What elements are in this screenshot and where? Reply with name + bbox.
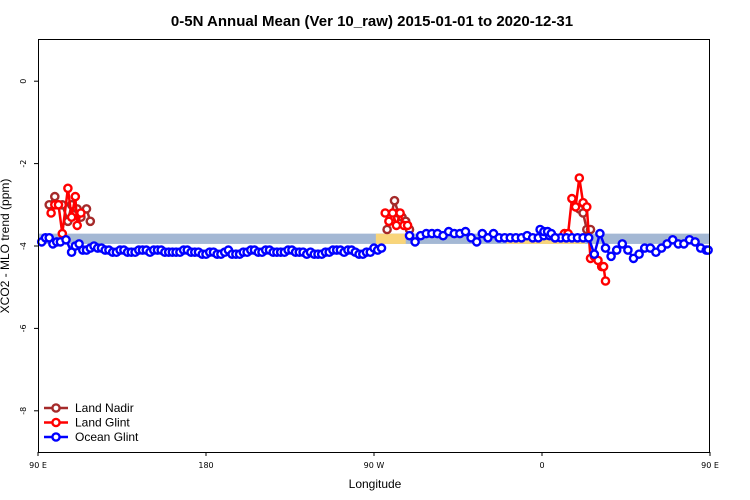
y-tick-label: 0 xyxy=(19,79,28,84)
point-land-glint xyxy=(70,191,81,202)
legend-entry-land-glint: Land Glint xyxy=(44,416,130,430)
series-ocean-glint xyxy=(36,224,713,264)
bands-layer xyxy=(38,233,710,244)
point-ocean-glint xyxy=(61,234,71,245)
point-ocean-glint xyxy=(623,245,633,255)
point-land-glint xyxy=(600,276,611,286)
point-land-nadir xyxy=(85,216,96,227)
point-land-glint xyxy=(63,183,73,194)
x-tick-label: 90 E xyxy=(29,461,47,470)
point-ocean-glint xyxy=(703,245,713,255)
legend-entry-ocean-glint: Ocean Glint xyxy=(44,430,139,444)
y-axis-title: XCO2 - MLO trend (ppm) xyxy=(0,179,12,314)
series-land-glint xyxy=(46,173,611,286)
series-land-nadir xyxy=(44,191,596,235)
legend-marker xyxy=(51,403,61,413)
point-ocean-glint xyxy=(404,230,415,241)
point-ocean-glint xyxy=(460,226,471,237)
point-ocean-glint xyxy=(376,243,387,253)
legend-label: Ocean Glint xyxy=(75,430,139,444)
x-axis-title: Longitude xyxy=(349,477,402,491)
y-tick-label: -4 xyxy=(19,242,28,250)
y-tick-label: -2 xyxy=(19,160,28,168)
x-axis: 90 E 180 90 W 0 90 E xyxy=(29,452,719,470)
point-land-nadir xyxy=(382,224,392,235)
point-land-glint xyxy=(570,202,581,212)
point-land-glint xyxy=(53,199,64,210)
x-tick-label: 90 W xyxy=(364,461,385,470)
point-land-glint xyxy=(582,202,592,212)
point-land-glint xyxy=(380,208,391,218)
legend-marker xyxy=(51,432,61,442)
y-tick-label: -6 xyxy=(19,324,28,332)
legend-entry-land-nadir: Land Nadir xyxy=(44,401,134,415)
legend-marker xyxy=(51,417,61,428)
point-land-glint xyxy=(66,212,77,222)
point-ocean-glint xyxy=(410,237,420,247)
point-land-glint xyxy=(46,208,56,218)
legend-label: Land Glint xyxy=(75,416,130,430)
point-land-nadir xyxy=(389,195,400,206)
point-ocean-glint xyxy=(550,232,560,243)
point-land-glint xyxy=(384,216,394,227)
y-axis: 0 -2 -4 -6 -8 xyxy=(19,79,38,415)
y-tick-label: -8 xyxy=(19,407,28,415)
legend-label: Land Nadir xyxy=(75,401,134,415)
point-land-glint xyxy=(391,220,402,231)
ocean-band xyxy=(38,233,710,244)
point-land-glint xyxy=(387,208,398,218)
chart-title: 0-5N Annual Mean (Ver 10_raw) 2015-01-01… xyxy=(171,13,573,30)
point-ocean-glint xyxy=(583,232,594,243)
point-ocean-glint xyxy=(611,245,622,255)
point-land-glint xyxy=(574,173,585,183)
point-ocean-glint xyxy=(634,249,644,259)
point-ocean-glint xyxy=(595,228,605,239)
point-ocean-glint xyxy=(600,243,611,253)
point-ocean-glint xyxy=(589,249,600,259)
point-ocean-glint xyxy=(690,237,700,247)
point-land-glint xyxy=(598,261,609,272)
point-ocean-glint xyxy=(617,239,628,249)
point-land-glint xyxy=(402,220,413,231)
x-tick-label: 0 xyxy=(539,461,544,470)
point-land-glint xyxy=(72,220,82,231)
point-land-glint xyxy=(567,193,577,204)
point-ocean-glint xyxy=(606,251,616,262)
x-tick-label: 90 E xyxy=(701,461,719,470)
point-land-glint xyxy=(76,208,86,218)
land-band xyxy=(375,233,406,244)
series-layer xyxy=(36,173,713,286)
point-land-glint xyxy=(395,208,405,218)
point-land-nadir xyxy=(50,191,60,202)
point-ocean-glint xyxy=(471,237,482,247)
x-tick-label: 180 xyxy=(198,461,213,470)
